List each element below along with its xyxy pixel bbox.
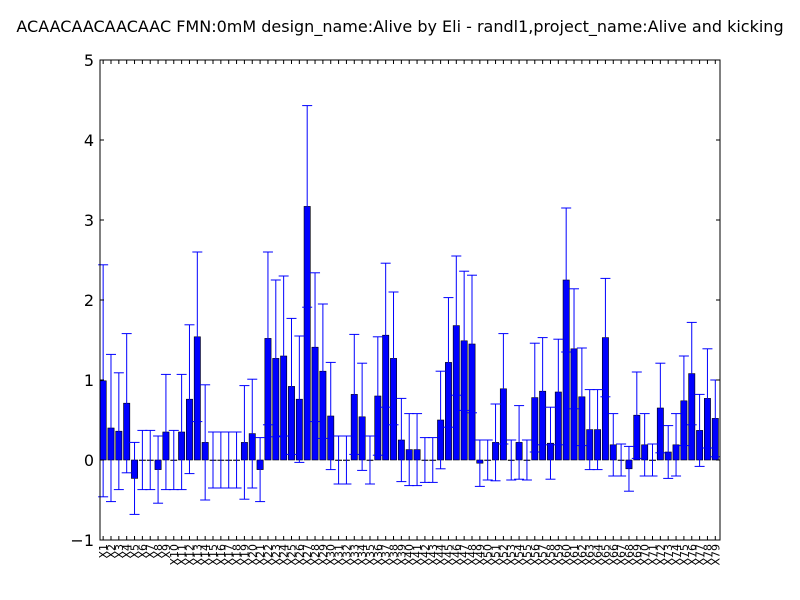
x-tick-label: X22	[262, 544, 275, 566]
x-tick-label: X12	[183, 544, 196, 566]
x-tick-label: X2	[105, 544, 118, 559]
x-tick-label: X28	[309, 544, 322, 566]
x-tick-label: X77	[694, 544, 707, 566]
x-tick-label: X72	[654, 544, 667, 566]
x-tick-label: X25	[285, 544, 298, 566]
y-tick-label: −1	[70, 531, 94, 550]
x-tick-label: X78	[701, 544, 714, 566]
x-tick-label: X44	[435, 544, 448, 566]
x-tick-label: X65	[599, 544, 612, 566]
x-tick-label: X10	[168, 544, 181, 566]
x-tick-label: X1	[97, 544, 110, 559]
x-tick-label: X46	[450, 544, 463, 566]
x-tick-label: X19	[238, 544, 251, 566]
x-tick-label: X79	[709, 544, 722, 566]
x-tick-label: X17	[223, 544, 236, 566]
x-tick-label: X7	[144, 544, 157, 559]
x-tick-label: X23	[270, 544, 283, 566]
y-tick-label: 0	[84, 451, 94, 470]
x-tick-label: X29	[317, 544, 330, 566]
x-tick-label: X36	[372, 544, 385, 566]
y-tick-label: 4	[84, 131, 94, 150]
x-tick-label: X52	[497, 544, 510, 566]
x-tick-label: X15	[207, 544, 220, 566]
x-tick-label: X48	[466, 544, 479, 566]
x-tick-label: X24	[278, 544, 291, 566]
x-tick-label: X3	[113, 544, 126, 559]
chart-title: ACAACAACAACAAC FMN:0mM design_name:Alive…	[16, 17, 783, 37]
x-tick-label: X45	[442, 544, 455, 566]
x-tick-label: X21	[254, 544, 267, 566]
x-tick-label: X8	[152, 544, 165, 559]
x-tick-label: X64	[592, 544, 605, 566]
x-tick-label: X20	[246, 544, 259, 566]
y-tick-label: 2	[84, 291, 94, 310]
x-tick-label: X38	[388, 544, 401, 566]
x-tick-label: X74	[670, 544, 683, 566]
axes	[99, 59, 721, 541]
x-tick-label: X35	[364, 544, 377, 566]
x-tick-label: X33	[348, 544, 361, 566]
x-tick-label: X67	[615, 544, 628, 566]
x-tick-label: X31	[333, 544, 346, 566]
x-tick-label: X27	[301, 544, 314, 566]
y-tick-label: 5	[84, 51, 94, 70]
x-tick-label: X49	[474, 544, 487, 566]
x-tick-label: X54	[513, 544, 526, 566]
x-tick-label: X56	[529, 544, 542, 566]
x-tick-label: X75	[678, 544, 691, 566]
x-tick-label: X16	[215, 544, 228, 566]
x-tick-label: X53	[505, 544, 518, 566]
x-tick-label: X42	[419, 544, 432, 566]
x-tick-label: X62	[576, 544, 589, 566]
x-tick-label: X6	[136, 544, 149, 559]
y-tick-label: 3	[84, 211, 94, 230]
x-tick-label: X51	[490, 544, 503, 566]
x-tick-label: X37	[380, 544, 393, 566]
x-tick-label: X61	[568, 544, 581, 566]
x-tick-label: X26	[293, 544, 306, 566]
x-tick-label: X39	[395, 544, 408, 566]
x-tick-label: X41	[411, 544, 424, 566]
x-tick-label: X32	[340, 544, 353, 566]
x-tick-label: X71	[647, 544, 660, 566]
x-axis-ticks: X1X2X3X4X5X6X7X8X9X10X11X12X13X14X15X16X…	[97, 544, 722, 566]
x-tick-label: X4	[121, 544, 134, 559]
x-tick-label: X11	[176, 544, 189, 566]
x-tick-label: X69	[631, 544, 644, 566]
x-tick-label: X59	[552, 544, 565, 566]
y-axis-ticks: −1 0 1 2 3 4 5	[70, 51, 94, 550]
x-tick-label: X34	[356, 544, 369, 566]
x-tick-label: X76	[686, 544, 699, 566]
x-tick-label: X9	[160, 544, 173, 559]
x-tick-label: X68	[623, 544, 636, 566]
x-tick-label: X63	[584, 544, 597, 566]
x-tick-label: X58	[544, 544, 557, 566]
x-tick-label: X50	[482, 544, 495, 566]
x-tick-label: X5	[129, 544, 142, 559]
x-tick-label: X70	[639, 544, 652, 566]
error-bars	[98, 105, 721, 515]
x-tick-label: X30	[325, 544, 338, 566]
axes-frame	[99, 59, 721, 541]
x-tick-label: X60	[560, 544, 573, 566]
x-tick-label: X57	[537, 544, 550, 566]
x-tick-label: X47	[458, 544, 471, 566]
x-tick-label: X73	[662, 544, 675, 566]
x-tick-label: X14	[199, 544, 212, 566]
x-tick-label: X18	[231, 544, 244, 566]
x-tick-label: X55	[521, 544, 534, 566]
x-tick-label: X13	[191, 544, 204, 566]
y-tick-label: 1	[84, 371, 94, 390]
x-tick-label: X40	[403, 544, 416, 566]
x-tick-label: X43	[427, 544, 440, 566]
x-tick-label: X66	[607, 544, 620, 566]
